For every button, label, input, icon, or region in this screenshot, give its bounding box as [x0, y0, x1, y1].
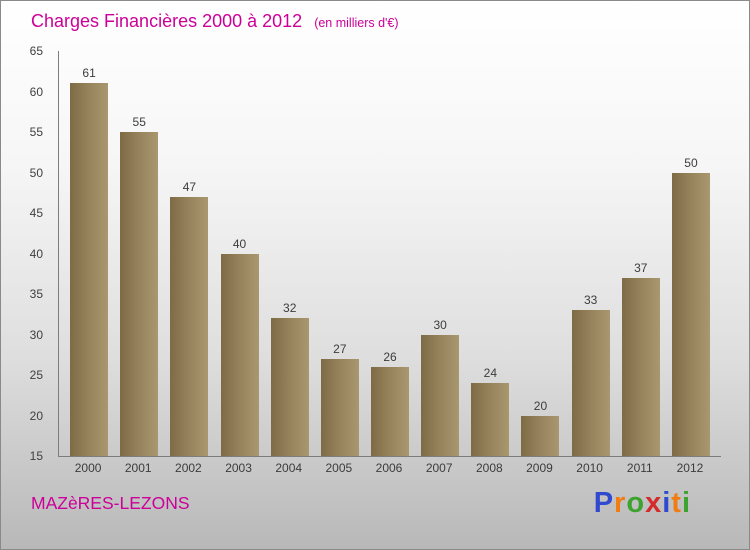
y-tick-label: 60	[29, 84, 43, 99]
x-tick-label: 2005	[325, 461, 353, 475]
x-tick-label: 2009	[526, 461, 553, 475]
chart-title: Charges Financières 2000 à 2012	[31, 11, 303, 31]
bar-value-label: 32	[283, 301, 297, 316]
bar	[170, 196, 209, 456]
bar-column: 20	[515, 398, 565, 456]
x-tick-label: 2012	[676, 461, 704, 475]
bar-value-label: 61	[82, 66, 96, 81]
y-tick-label: 50	[29, 165, 43, 180]
bar	[320, 358, 359, 456]
plot-area: 61 55 47 40 32 27 26 30 24 20 33 37 50	[58, 51, 721, 457]
bar	[521, 415, 560, 456]
proxiti-logo[interactable]: Proxiti	[594, 487, 691, 520]
bar-value-label: 50	[684, 155, 698, 170]
bar-value-label: 40	[232, 236, 247, 251]
entity-name: MAZèRES-LEZONS	[31, 493, 190, 513]
bar-column: 24	[465, 366, 515, 456]
y-axis: 15 20 25 30 35 40 45 50 55 60 65	[1, 44, 51, 463]
logo-letter: o	[626, 487, 646, 519]
bar-value-label: 47	[182, 179, 197, 194]
y-tick-label: 65	[29, 44, 43, 58]
x-tick-label: 2007	[425, 461, 453, 475]
logo-letter: i	[662, 487, 672, 519]
bar	[671, 172, 710, 456]
bar-column: 55	[114, 115, 164, 456]
bar-value-label: 20	[533, 398, 548, 413]
y-tick-label: 55	[29, 125, 43, 139]
y-tick-label: 15	[29, 449, 43, 463]
bar	[371, 366, 410, 456]
logo-letter: P	[593, 487, 615, 519]
bar-column: 26	[365, 350, 415, 456]
x-tick-label: 2001	[124, 461, 152, 475]
logo-letter: i	[681, 487, 691, 519]
bar-column: 61	[64, 66, 114, 456]
x-tick-label: 2004	[275, 461, 303, 475]
logo-letter: r	[614, 487, 627, 519]
bar-value-label: 26	[383, 349, 397, 364]
x-tick-label: 2003	[225, 461, 252, 475]
bar	[70, 83, 109, 456]
bar-column: 33	[566, 293, 616, 456]
bar-value-label: 30	[433, 317, 447, 332]
bar-column: 50	[666, 155, 716, 456]
chart-subtitle: (en milliers d'€)	[314, 16, 399, 30]
y-tick-label: 30	[29, 327, 43, 342]
bar-value-label: 27	[333, 341, 347, 356]
bar	[621, 277, 660, 456]
bar	[471, 383, 510, 456]
bar	[421, 334, 460, 456]
y-tick-label: 35	[29, 287, 43, 301]
logo-letter: t	[671, 487, 682, 519]
bar-column: 32	[265, 301, 315, 456]
bar-value-label: 37	[634, 260, 648, 275]
bars: 61 55 47 40 32 27 26 30 24 20 33 37 50	[59, 51, 721, 456]
bar-column: 40	[214, 236, 264, 456]
x-tick-label: 2008	[475, 461, 503, 475]
x-tick-label: 2000	[74, 461, 102, 475]
x-axis: 2000 2001 2002 2003 2004 2005 2006 2007 2008 2009…	[58, 461, 720, 475]
bar	[270, 318, 309, 456]
bar	[571, 310, 610, 456]
logo-letter: x	[645, 487, 663, 519]
bar-column: 47	[164, 180, 214, 456]
y-tick-label: 25	[29, 368, 43, 382]
x-tick-label: 2002	[175, 461, 202, 475]
y-tick-label: 40	[29, 246, 43, 261]
bar-column: 30	[415, 317, 465, 456]
bar-value-label: 24	[483, 366, 497, 381]
x-tick-label: 2010	[576, 461, 603, 475]
y-tick-label: 20	[29, 408, 43, 423]
bar	[120, 132, 159, 456]
x-tick-label: 2011	[626, 461, 653, 475]
bar-column: 27	[315, 342, 365, 456]
bar-column: 37	[616, 261, 666, 456]
bar	[220, 253, 259, 456]
x-tick-label: 2006	[375, 461, 403, 475]
chart-header: Charges Financières 2000 à 2012 (en milli…	[31, 11, 399, 32]
bar-value-label: 55	[132, 115, 146, 129]
bar-value-label: 33	[583, 293, 598, 308]
y-tick-label: 45	[29, 206, 43, 220]
